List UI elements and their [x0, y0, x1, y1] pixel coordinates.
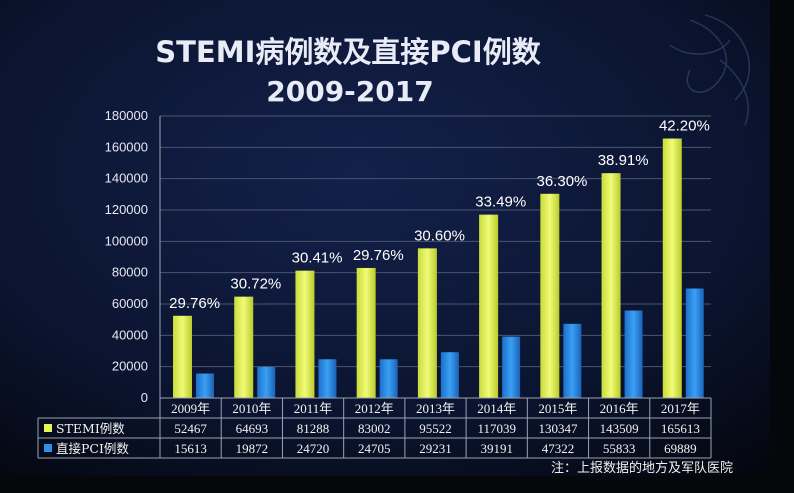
percentage-label: 29.76%	[353, 247, 404, 264]
table-value: 47322	[542, 441, 575, 456]
y-tick-label: 60000	[112, 296, 148, 311]
stemi-bar	[540, 193, 560, 398]
pci-bar	[257, 366, 276, 398]
y-axis: 0 20000 40000 60000 80000 100000 120000 140000 1…	[105, 108, 161, 405]
stemi-bar	[295, 270, 315, 398]
bars	[173, 138, 704, 399]
y-tick-label: 80000	[112, 265, 148, 280]
table-value: 143509	[600, 421, 639, 436]
category-label: 2011年	[294, 401, 333, 416]
table-value: 55833	[603, 441, 636, 456]
category-label: 2014年	[477, 401, 516, 416]
category-label: 2015年	[538, 401, 577, 416]
category-label: 2009年	[171, 401, 210, 416]
chart-title: STEMI病例数及直接PCI例数	[155, 35, 541, 69]
percentage-label: 29.76%	[169, 295, 220, 312]
y-tick-label: 180000	[105, 108, 148, 123]
data-table: 2009年 2010年 2011年 2012年 2013年 2014年 2015年 2016年…	[37, 397, 712, 459]
pci-bar	[196, 373, 214, 398]
y-tick-label: 20000	[112, 359, 148, 374]
legend-swatch	[44, 424, 52, 432]
table-value: 83002	[358, 421, 391, 436]
pci-bar	[379, 359, 398, 398]
table-value: 39191	[480, 441, 513, 456]
y-tick-label: 40000	[112, 327, 148, 342]
table-value: 64693	[236, 421, 269, 436]
table-value: 69889	[664, 441, 697, 456]
y-tick-label: 120000	[105, 202, 148, 217]
category-label: 2012年	[355, 401, 394, 416]
stemi-bar	[662, 138, 682, 399]
table-value: 24705	[358, 441, 391, 456]
category-label: 2010年	[232, 401, 271, 416]
legend-label: 直接PCI例数	[56, 441, 129, 456]
dark-frame-right	[770, 0, 794, 493]
chart-subtitle: 2009-2017	[266, 75, 433, 108]
stemi-bar	[601, 173, 621, 398]
table-value: 24720	[297, 441, 330, 456]
table-value: 81288	[297, 421, 330, 436]
percentage-label: 30.41%	[292, 250, 343, 267]
stemi-bar	[173, 315, 192, 398]
table-value: 15613	[174, 441, 207, 456]
table-value: 165613	[661, 421, 700, 436]
table-value: 19872	[236, 441, 269, 456]
pci-bar	[318, 359, 337, 398]
dark-frame-bottom	[0, 476, 794, 493]
percentage-label: 42.20%	[659, 118, 710, 135]
pci-bar	[563, 323, 582, 398]
table-value: 95522	[419, 421, 452, 436]
y-tick-label: 100000	[105, 233, 148, 248]
category-label: 2016年	[600, 401, 639, 416]
pci-bar	[440, 352, 459, 398]
table-value: 130347	[538, 421, 578, 436]
pci-bar	[685, 288, 704, 398]
table-value: 52467	[174, 421, 207, 436]
stemi-bar	[417, 248, 437, 398]
percentage-label: 30.72%	[230, 276, 281, 293]
stemi-bar	[234, 296, 254, 398]
percentage-label: 36.30%	[537, 173, 588, 190]
percentage-label: 30.60%	[414, 227, 465, 244]
y-tick-label: 160000	[105, 139, 148, 154]
percentage-label: 38.91%	[598, 152, 649, 169]
y-tick-label: 0	[141, 390, 148, 405]
decorative-swirl-icon	[669, 14, 751, 126]
pci-bar	[502, 336, 521, 398]
percentage-label: 33.49%	[475, 194, 526, 211]
category-label: 2013年	[416, 401, 455, 416]
source-note: 注：上报数据的地方及军队医院	[551, 460, 733, 476]
stemi-bar	[479, 214, 499, 398]
y-tick-label: 140000	[105, 171, 148, 186]
percentage-labels: 29.76% 30.72% 30.41% 29.76% 30.60% 33.49% 36.3…	[169, 118, 710, 312]
category-label: 2017年	[661, 401, 700, 416]
table-value: 29231	[419, 441, 452, 456]
stemi-bar	[356, 267, 376, 398]
legend-label: STEMI例数	[56, 421, 125, 436]
legend-swatch	[44, 444, 52, 452]
pci-bar	[624, 310, 643, 398]
table-value: 117039	[477, 421, 516, 436]
